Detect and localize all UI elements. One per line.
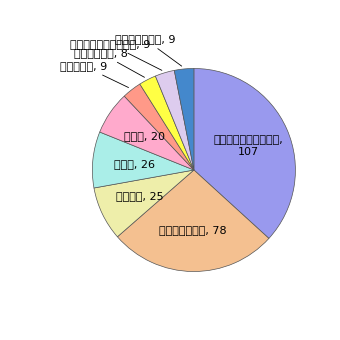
Wedge shape [155, 70, 194, 170]
Text: チームエリート, 9: チームエリート, 9 [115, 34, 182, 66]
Wedge shape [94, 170, 194, 237]
Wedge shape [194, 68, 295, 238]
Wedge shape [174, 68, 194, 170]
Wedge shape [124, 84, 194, 170]
Text: ゴールド, 25: ゴールド, 25 [116, 191, 164, 201]
Text: スーパーダイヤモンド, 9: スーパーダイヤモンド, 9 [70, 39, 162, 70]
Wedge shape [117, 170, 269, 272]
Text: ディストリビューター,
107: ディストリビューター, 107 [214, 135, 284, 157]
Text: エメラルド, 9: エメラルド, 9 [60, 61, 129, 88]
Text: ラピス, 26: ラピス, 26 [114, 159, 155, 169]
Text: ダイヤモンド, 8: ダイヤモンド, 8 [74, 48, 144, 77]
Text: ルビー, 20: ルビー, 20 [124, 131, 165, 141]
Text: エグゼクティブ, 78: エグゼクティブ, 78 [159, 225, 227, 235]
Wedge shape [92, 132, 194, 188]
Wedge shape [100, 96, 194, 170]
Wedge shape [140, 76, 194, 170]
